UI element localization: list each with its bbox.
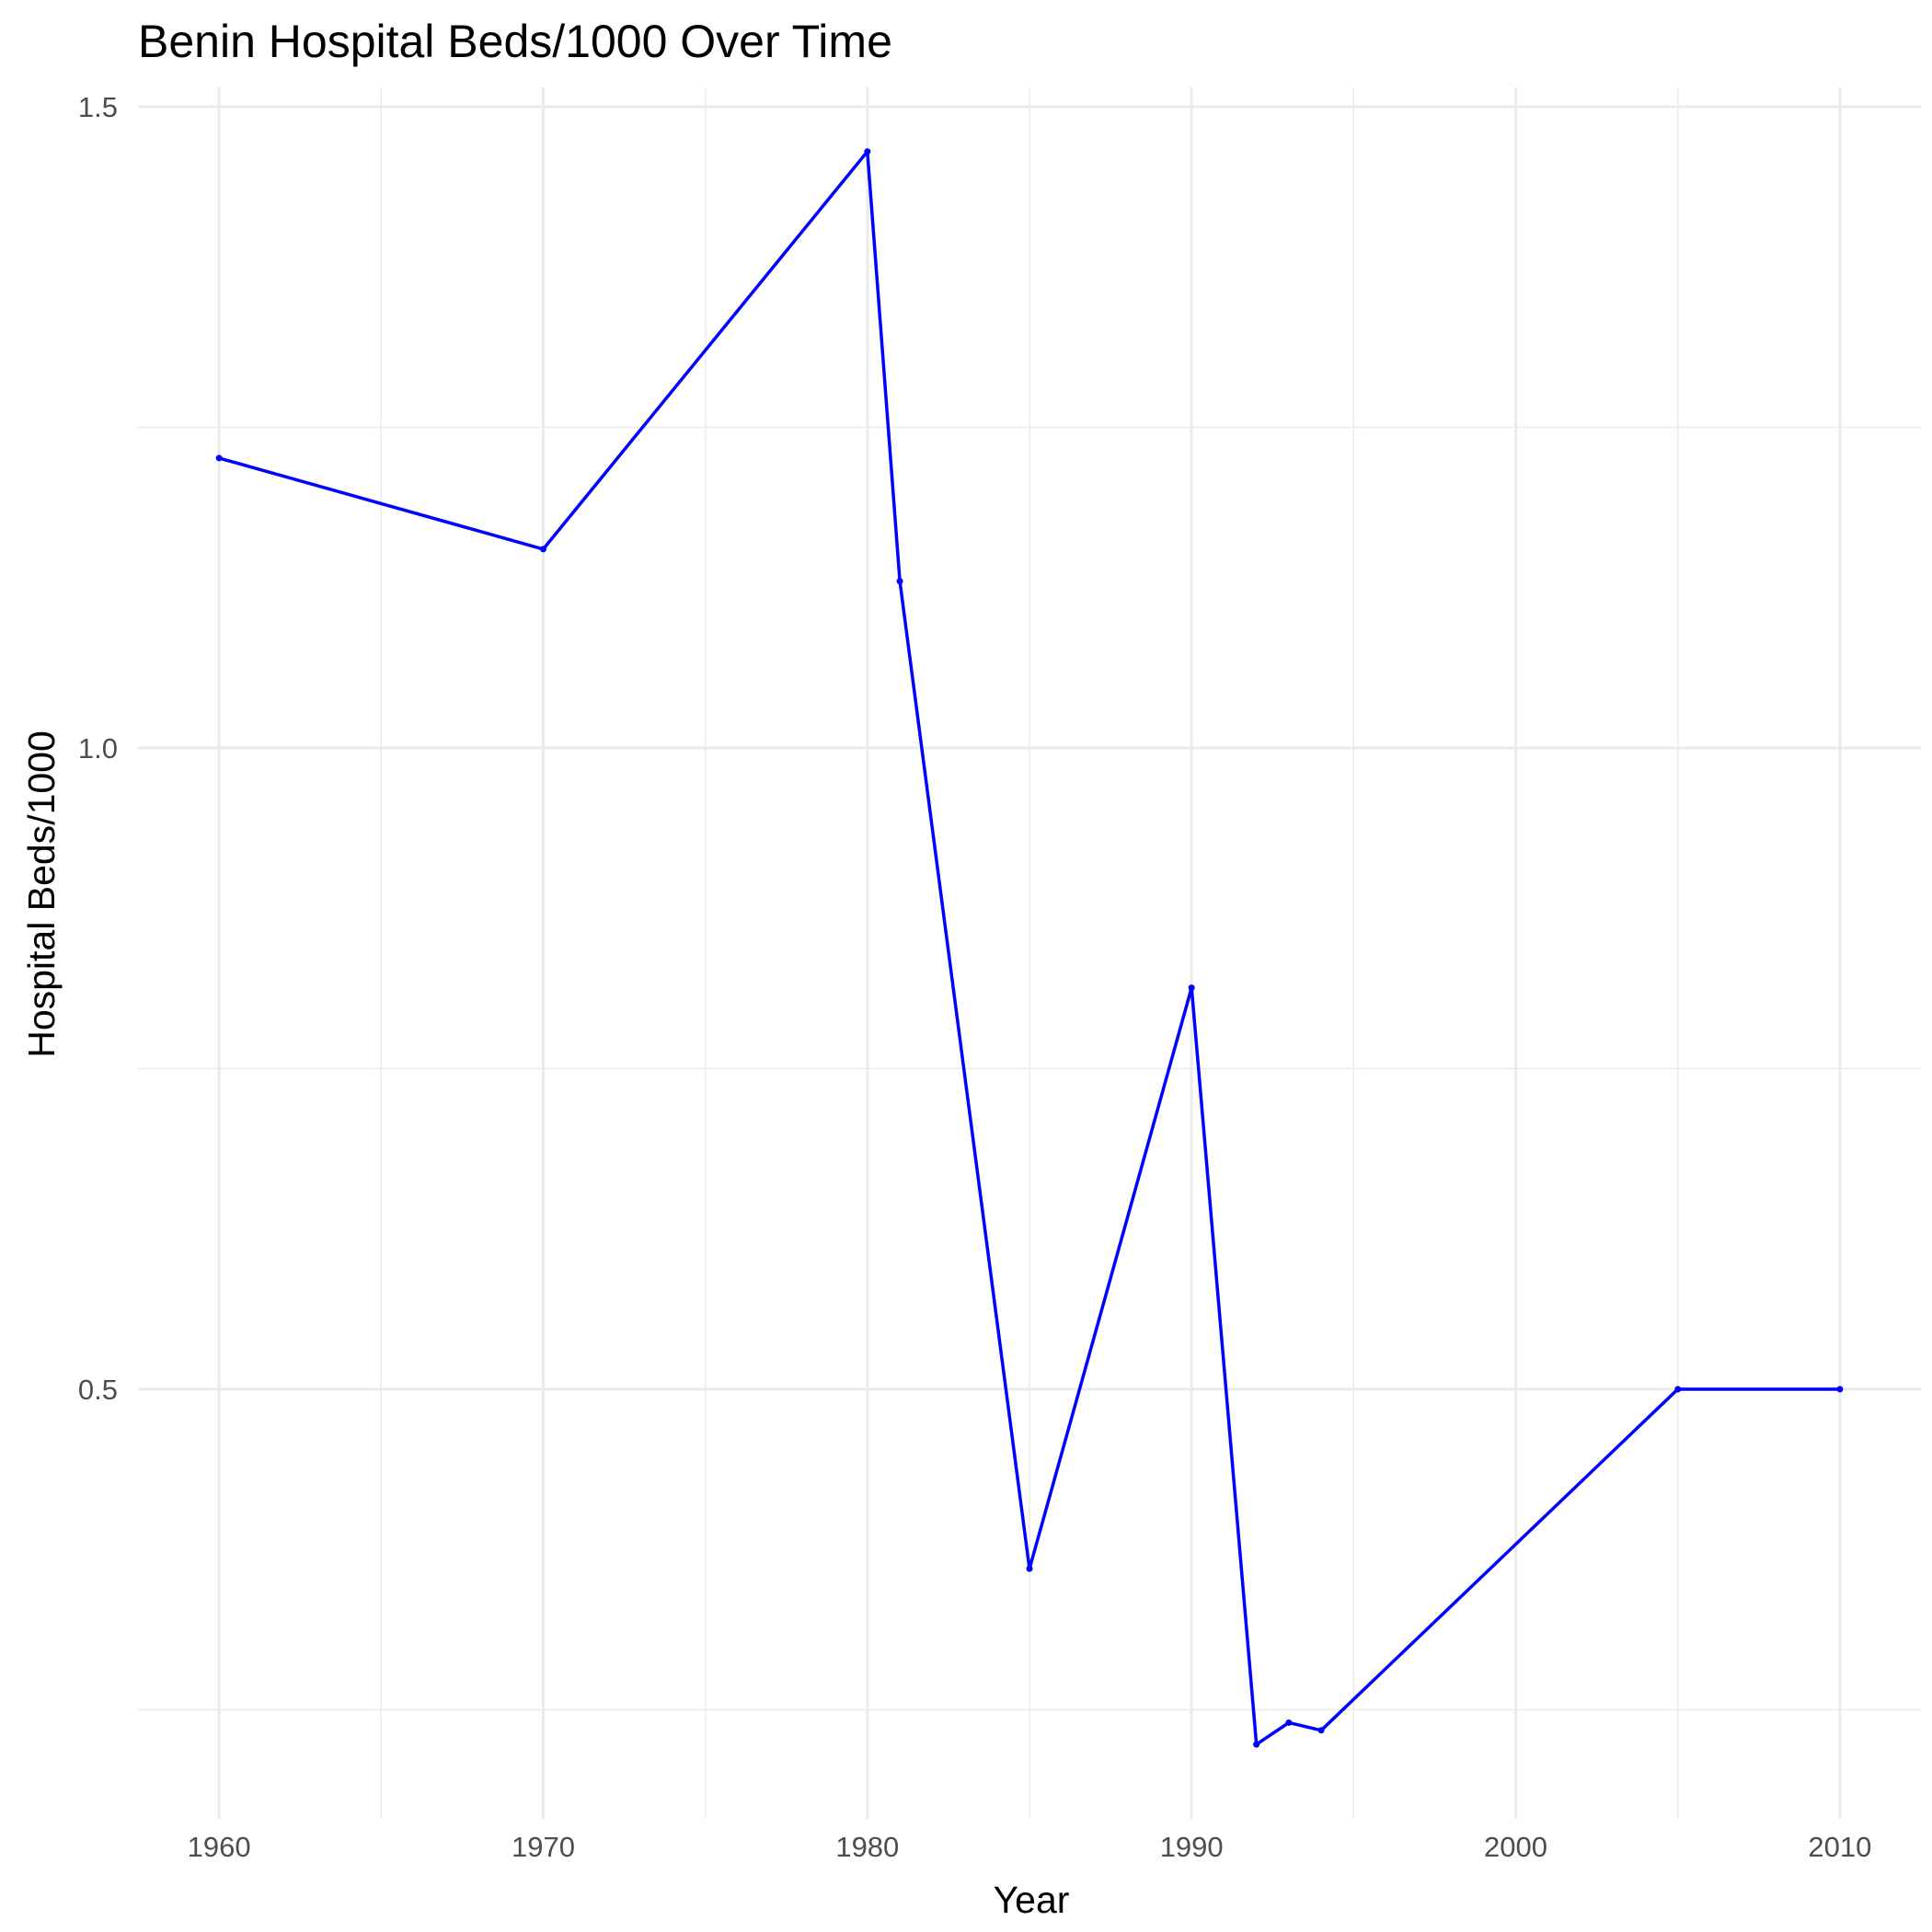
series-layer (215, 148, 1844, 1748)
y-tick-label: 0.5 (78, 1374, 118, 1406)
chart-title: Benin Hospital Beds/1000 Over Time (138, 16, 892, 67)
data-point (539, 546, 546, 553)
major-gridlines (138, 87, 1921, 1819)
data-point (1253, 1741, 1260, 1748)
data-point (864, 148, 871, 155)
x-tick-label: 1970 (512, 1831, 575, 1863)
data-point (215, 454, 223, 462)
x-tick-label: 1980 (835, 1831, 899, 1863)
y-tick-labels: 0.5 1.0 1.5 (78, 91, 118, 1406)
data-point (1317, 1727, 1325, 1734)
data-point (1026, 1565, 1033, 1572)
x-tick-labels: 1960 1970 1980 1990 2000 2010 (188, 1831, 1872, 1863)
x-tick-label: 2000 (1484, 1831, 1547, 1863)
x-tick-label: 1960 (188, 1831, 251, 1863)
x-axis-title: Year (994, 1879, 1070, 1921)
data-point (896, 578, 903, 585)
y-axis-title: Hospital Beds/1000 (20, 730, 63, 1058)
x-tick-label: 2010 (1808, 1831, 1871, 1863)
minor-gridlines (138, 87, 1921, 1819)
data-point (1285, 1719, 1293, 1726)
data-point (1188, 984, 1195, 992)
data-point (1674, 1386, 1682, 1393)
data-point (1836, 1386, 1844, 1393)
x-tick-label: 1990 (1160, 1831, 1224, 1863)
y-tick-label: 1.5 (78, 91, 118, 123)
y-tick-label: 1.0 (78, 732, 118, 765)
